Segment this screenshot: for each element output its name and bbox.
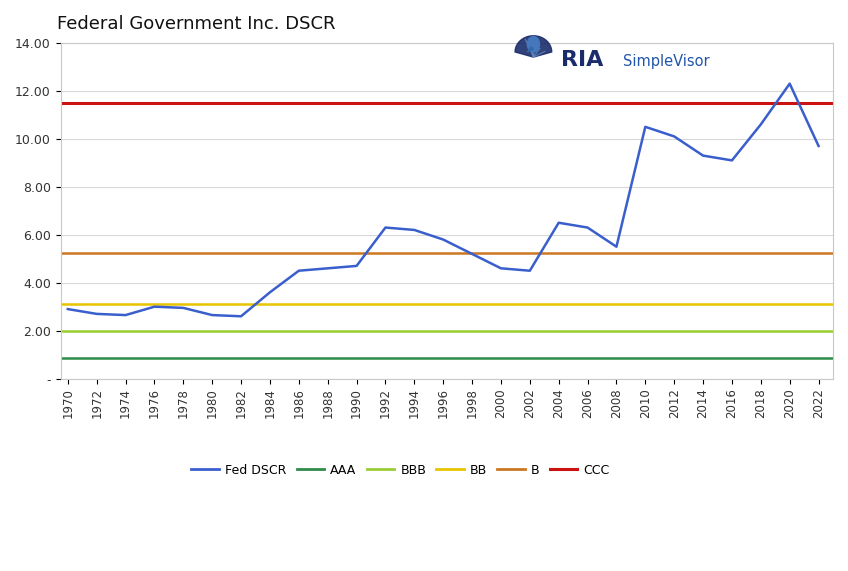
Circle shape [527,37,539,52]
Text: Federal Government Inc. DSCR: Federal Government Inc. DSCR [57,15,335,33]
Polygon shape [515,36,552,57]
Text: SimpleVisor: SimpleVisor [623,54,710,69]
Text: RIA: RIA [561,50,604,70]
Polygon shape [527,47,533,52]
Legend: Fed DSCR, AAA, BBB, BB, B, CCC: Fed DSCR, AAA, BBB, BB, B, CCC [187,459,615,482]
